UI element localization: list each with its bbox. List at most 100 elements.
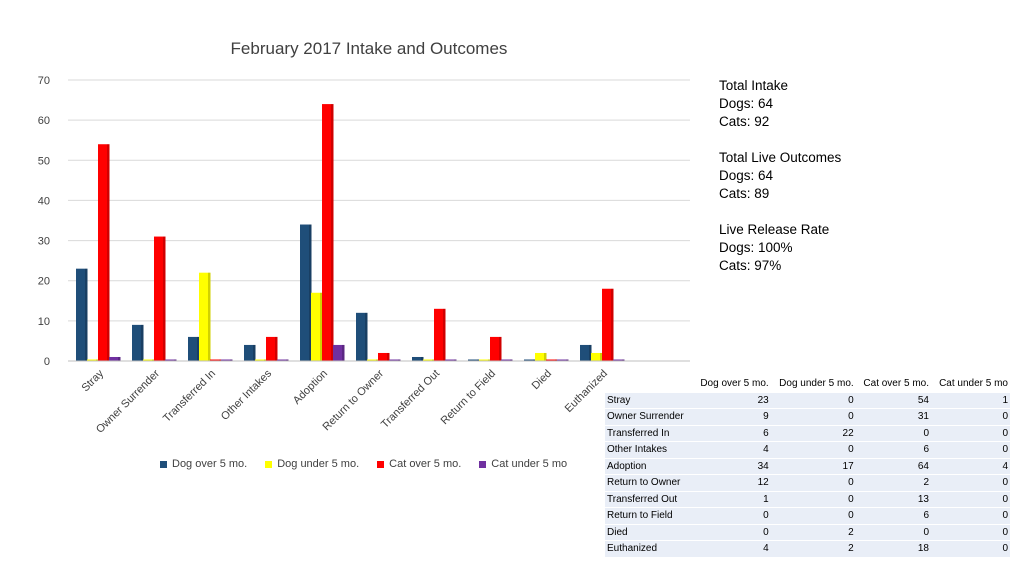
table-cell: 4 bbox=[692, 441, 771, 459]
bar-shade bbox=[107, 144, 110, 361]
bar-died-3 bbox=[557, 359, 569, 361]
bar-return-to-owner-0 bbox=[356, 312, 368, 361]
x-tick-label: Euthanized bbox=[563, 368, 610, 415]
table-cell: 0 bbox=[692, 524, 771, 541]
bar-shade bbox=[533, 359, 536, 361]
stat-block: Total Live Outcomes Dogs: 64 Cats: 89 bbox=[719, 149, 841, 203]
stat-heading: Total Intake bbox=[719, 78, 789, 93]
summary-stats: Total Intake Dogs: 64 Cats: 92 Total Live O… bbox=[719, 77, 841, 293]
table-cell: 0 bbox=[770, 491, 856, 508]
bar-shade bbox=[230, 359, 233, 361]
bar-shade bbox=[611, 288, 614, 361]
table-cell: 13 bbox=[855, 491, 931, 508]
x-tick-label: Adoption bbox=[291, 368, 330, 407]
stat-line: Dogs: 100% bbox=[719, 240, 793, 255]
table-row-label: Return to Owner bbox=[605, 474, 693, 492]
bar-shade bbox=[286, 359, 289, 361]
table-row: Owner Surrender 9 0 31 0 bbox=[605, 408, 1010, 426]
bar-shade bbox=[589, 344, 592, 361]
y-tick-label: 60 bbox=[38, 115, 50, 127]
table-header-row: Dog over 5 mo. Dog under 5 mo. Cat over 5 … bbox=[605, 376, 1010, 393]
bar-transferred-in-0 bbox=[188, 336, 200, 361]
bar-transferred-out-3 bbox=[445, 359, 457, 361]
bar-shade bbox=[499, 336, 502, 361]
y-tick-label: 30 bbox=[38, 236, 50, 248]
legend-entry: Dog over 5 mo. bbox=[160, 458, 247, 470]
stat-line: Cats: 97% bbox=[719, 258, 782, 273]
bar-shade bbox=[141, 324, 144, 361]
bar-owner-surrender-3 bbox=[165, 359, 177, 361]
table-cell: 6 bbox=[692, 425, 771, 442]
bar-shade bbox=[365, 312, 368, 361]
legend-label: Dog over 5 mo. bbox=[172, 458, 248, 470]
table-cell: 17 bbox=[770, 458, 856, 475]
x-tick-label: Transferred Out bbox=[379, 368, 442, 431]
bar-shade bbox=[387, 352, 390, 361]
bar-shade bbox=[477, 359, 480, 361]
table-row: Adoption 34 17 64 4 bbox=[605, 458, 1010, 475]
table-header-cell: Cat under 5 mo bbox=[931, 376, 1010, 393]
table-cell: 0 bbox=[770, 507, 856, 525]
stat-block: Total Intake Dogs: 64 Cats: 92 bbox=[719, 77, 841, 131]
table-cell: 0 bbox=[931, 540, 1010, 558]
bar-other-intakes-2 bbox=[266, 336, 278, 361]
bar-other-intakes-3 bbox=[277, 359, 289, 361]
bar-owner-surrender-1 bbox=[143, 359, 155, 361]
table-cell: 0 bbox=[931, 425, 1010, 442]
x-tick-label: Other Intakes bbox=[219, 367, 275, 423]
bar-return-to-owner-2 bbox=[378, 352, 390, 361]
bar-adoption-1 bbox=[311, 292, 323, 361]
bar-shade bbox=[96, 359, 99, 361]
table-cell: 4 bbox=[931, 458, 1010, 475]
table-header-cell: Dog under 5 mo. bbox=[770, 376, 856, 393]
bar-owner-surrender-2 bbox=[154, 236, 166, 361]
table-cell: 18 bbox=[855, 540, 931, 558]
bar-shade bbox=[342, 344, 345, 361]
table-row-label: Euthanized bbox=[605, 540, 693, 558]
table-row: Return to Field 0 0 6 0 bbox=[605, 507, 1010, 525]
y-tick-label: 50 bbox=[38, 155, 50, 167]
bar-return-to-field-0 bbox=[468, 359, 480, 361]
table-cell: 34 bbox=[692, 458, 771, 475]
table-row-label: Adoption bbox=[605, 458, 693, 475]
table-cell: 9 bbox=[692, 408, 771, 426]
bar-shade bbox=[174, 359, 177, 361]
bar-adoption-2 bbox=[322, 104, 334, 361]
data-table: Dog over 5 mo. Dog under 5 mo. Cat over 5 … bbox=[605, 376, 1010, 558]
table-row: Transferred Out 1 0 13 0 bbox=[605, 491, 1010, 508]
legend-label: Cat over 5 mo. bbox=[389, 458, 462, 470]
y-tick-label: 70 bbox=[38, 75, 50, 87]
bar-return-to-field-1 bbox=[479, 359, 491, 361]
bar-owner-surrender-0 bbox=[132, 324, 144, 361]
table-row-label: Stray bbox=[605, 392, 693, 409]
x-tick-label: Return to Owner bbox=[321, 367, 387, 433]
table-row-label: Transferred Out bbox=[605, 491, 693, 508]
bar-shade bbox=[376, 359, 379, 361]
table-row: Other Intakes 4 0 6 0 bbox=[605, 441, 1010, 459]
legend-swatch bbox=[479, 460, 487, 468]
table-cell: 0 bbox=[770, 441, 856, 459]
table-row: Return to Owner 12 0 2 0 bbox=[605, 474, 1010, 492]
bar-transferred-in-1 bbox=[199, 272, 211, 361]
table-header-cell: Dog over 5 mo. bbox=[692, 376, 771, 393]
table-cell: 6 bbox=[855, 507, 931, 525]
bar-transferred-out-1 bbox=[423, 359, 435, 361]
bar-shade bbox=[454, 359, 457, 361]
stat-heading: Live Release Rate bbox=[719, 222, 830, 237]
bar-shade bbox=[152, 359, 155, 361]
bar-transferred-in-2 bbox=[210, 359, 222, 361]
table-cell: 6 bbox=[855, 441, 931, 459]
bar-euthanized-1 bbox=[591, 352, 603, 361]
x-tick-label: Died bbox=[530, 368, 554, 392]
bar-shade bbox=[421, 356, 424, 361]
chart-title: February 2017 Intake and Outcomes bbox=[231, 39, 508, 58]
bar-adoption-0 bbox=[300, 224, 312, 361]
table-cell: 23 bbox=[692, 392, 771, 409]
bar-shade bbox=[320, 292, 323, 361]
bar-other-intakes-0 bbox=[244, 344, 256, 361]
bar-shade bbox=[443, 308, 446, 361]
bar-died-1 bbox=[535, 352, 547, 361]
table-cell: 31 bbox=[855, 408, 931, 426]
table-cell: 1 bbox=[931, 392, 1010, 409]
bar-transferred-in-3 bbox=[221, 359, 233, 361]
